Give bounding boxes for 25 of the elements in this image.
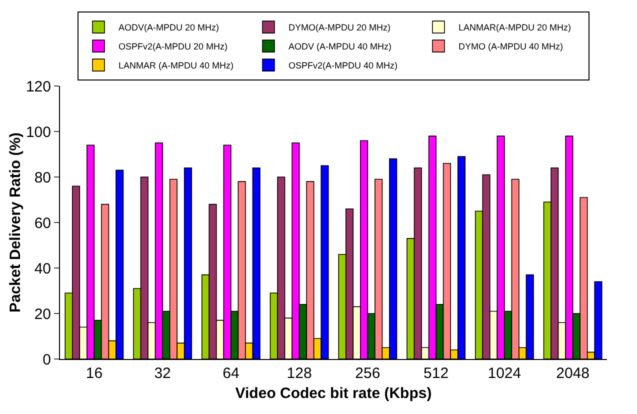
x-tick-label: 16 bbox=[86, 365, 103, 382]
x-tick-label: 32 bbox=[154, 365, 171, 382]
legend-label: OSPFv2(A-MPDU 20 MHz) bbox=[118, 42, 228, 52]
x-tick-label: 2048 bbox=[556, 365, 590, 382]
y-tick-label: 0 bbox=[42, 351, 51, 368]
legend-label: DYMO (A-MPDU 40 MHz) bbox=[458, 42, 564, 52]
legend-label: OSPFv2(A-MPDU 40 MHz) bbox=[288, 60, 398, 71]
x-tick-label: 128 bbox=[286, 365, 312, 382]
y-tick-label: 120 bbox=[26, 78, 51, 96]
legend-label: LANMAR (A-MPDU 40 MHz) bbox=[118, 60, 234, 71]
legend-label: AODV(A-MPDU 20 MHz) bbox=[118, 22, 220, 33]
y-tick-label: 100 bbox=[26, 124, 51, 141]
legend-label: LANMAR(A-MPDU 20 MHz) bbox=[458, 22, 572, 33]
x-tick-label: 256 bbox=[355, 365, 380, 382]
y-tick-label: 20 bbox=[34, 306, 51, 323]
legend-label: AODV (A-MPDU 40 MHz) bbox=[288, 42, 392, 52]
x-tick-label: 512 bbox=[424, 365, 449, 382]
y-tick-label: 80 bbox=[34, 169, 51, 186]
x-axis-title: Video Codec bit rate (Kbps) bbox=[235, 385, 432, 402]
y-tick-label: 60 bbox=[34, 214, 51, 232]
y-tick-label: 40 bbox=[34, 260, 51, 278]
legend-label: DYMO(A-MPDU 20 MHz) bbox=[288, 22, 391, 33]
x-tick-label: 64 bbox=[222, 365, 240, 382]
y-axis-title: Packet Delivery Ratio (%) bbox=[6, 132, 24, 313]
x-tick-label: 1024 bbox=[488, 365, 522, 382]
